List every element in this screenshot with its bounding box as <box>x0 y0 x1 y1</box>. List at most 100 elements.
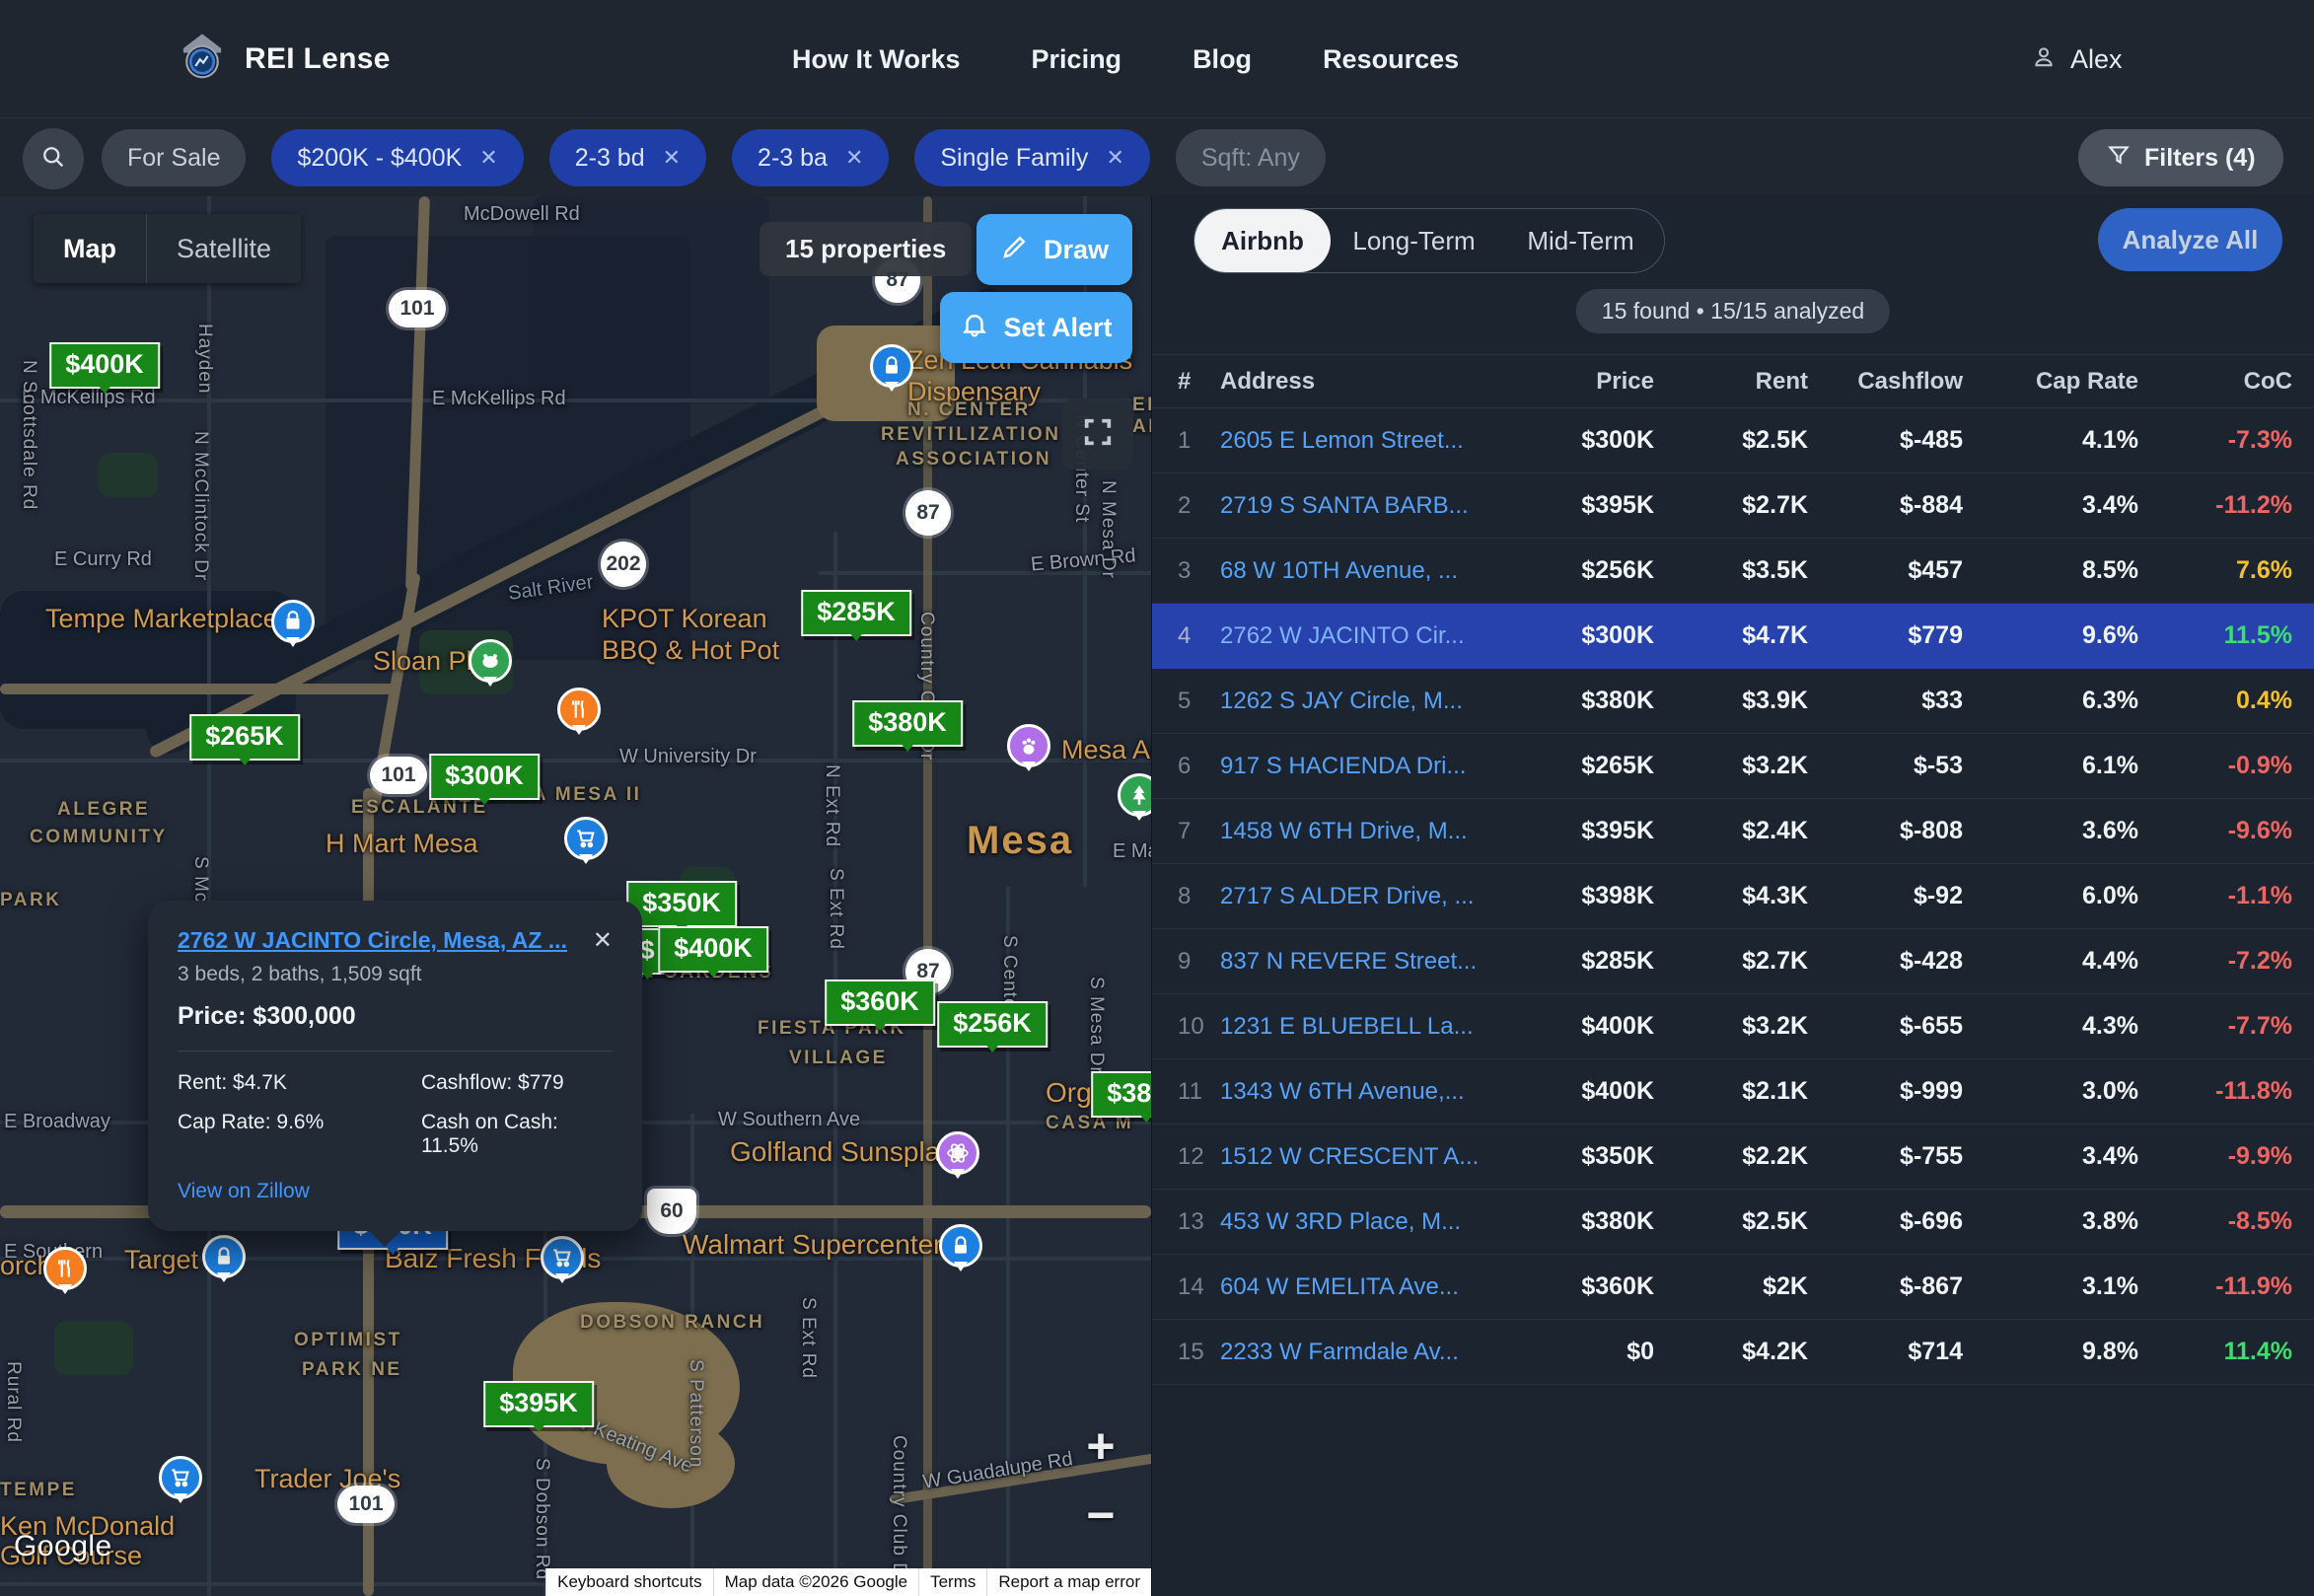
address-link[interactable]: 2605 E Lemon Street... <box>1220 426 1464 454</box>
table-row[interactable]: 1 2605 E Lemon Street... $300K $2.5K $-485 4.… <box>1152 408 2314 473</box>
lock-pin-icon[interactable] <box>939 1224 982 1268</box>
zoom-out-button[interactable]: − <box>1086 1487 1116 1543</box>
address-link[interactable]: 1512 W CRESCENT A... <box>1220 1142 1480 1170</box>
popup-address-link[interactable]: 2762 W JACINTO Circle, Mesa, AZ ... <box>178 927 567 953</box>
address-link[interactable]: 1262 S JAY Circle, M... <box>1220 687 1463 714</box>
address-link[interactable]: 1343 W 6TH Avenue,... <box>1220 1077 1465 1105</box>
filters-button[interactable]: Filters (4) <box>2078 129 2283 186</box>
piggy-bank-pin-icon[interactable] <box>469 639 512 683</box>
filter-chip-2-3-ba[interactable]: 2-3 ba ✕ <box>732 129 890 186</box>
table-row[interactable]: 8 2717 S ALDER Drive, ... $398K $4.3K $-92 6.… <box>1152 864 2314 929</box>
address-link[interactable]: 453 W 3RD Place, M... <box>1220 1207 1462 1235</box>
lock-pin-icon[interactable] <box>202 1235 246 1278</box>
nav-link-pricing[interactable]: Pricing <box>1031 43 1122 74</box>
address-link[interactable]: 837 N REVERE Street... <box>1220 947 1478 975</box>
shopping-cart-pin-icon[interactable] <box>564 817 608 860</box>
atom-pin-icon[interactable] <box>936 1131 979 1175</box>
price-marker[interactable]: $285K <box>801 590 911 636</box>
brand[interactable]: REI Lense <box>176 0 391 118</box>
satellite-view-button[interactable]: Satellite <box>146 214 301 283</box>
price-marker[interactable]: $256K <box>937 1001 1048 1048</box>
table-row[interactable]: 15 2233 W Farmdale Av... $0 $4.2K $714 9.8% 11… <box>1152 1320 2314 1385</box>
address-link[interactable]: 917 S HACIENDA Dri... <box>1220 752 1467 779</box>
table-row[interactable]: 7 1458 W 6TH Drive, M... $395K $2.4K $-808 3.… <box>1152 799 2314 864</box>
table-row[interactable]: 13 453 W 3RD Place, M... $380K $2.5K $-696 3.… <box>1152 1190 2314 1255</box>
cap-rate-cell: 6.1% <box>2082 752 2138 779</box>
filter-chip-2-3-bd[interactable]: 2-3 bd ✕ <box>548 129 707 186</box>
set-alert-button[interactable]: Set Alert <box>940 292 1132 363</box>
address-link[interactable]: 2719 S SANTA BARB... <box>1220 491 1469 519</box>
address-link[interactable]: 2233 W Farmdale Av... <box>1220 1338 1459 1365</box>
analyze-all-button[interactable]: Analyze All <box>2098 208 2282 271</box>
attribution-report-a-map-error[interactable]: Report a map error <box>986 1568 1151 1596</box>
tab-long-term[interactable]: Long-Term <box>1352 225 1476 255</box>
tree-pin-icon[interactable] <box>1118 773 1151 817</box>
map-poi-label: Ken McDonald <box>0 1511 176 1541</box>
shopping-cart-pin-icon[interactable] <box>541 1236 584 1279</box>
nav-link-how-it-works[interactable]: How It Works <box>792 43 961 74</box>
table-row[interactable]: 10 1231 E BLUEBELL La... $400K $3.2K $-655 4.… <box>1152 994 2314 1059</box>
map-poi-label: Target <box>124 1245 199 1274</box>
user-menu[interactable]: Alex <box>2030 0 2123 118</box>
price-marker[interactable]: $380K <box>1091 1071 1151 1118</box>
price-marker[interactable]: $300K <box>429 754 540 800</box>
property-popup: 2762 W JACINTO Circle, Mesa, AZ ... ✕ 3 … <box>148 901 642 1247</box>
map-road-label: E Broadway <box>4 1111 110 1132</box>
nav-link-resources[interactable]: Resources <box>1323 43 1460 74</box>
tab-airbnb[interactable]: Airbnb <box>1194 209 1331 272</box>
table-row[interactable]: 6 917 S HACIENDA Dri... $265K $3.2K $-53 6.1%… <box>1152 734 2314 799</box>
price-marker[interactable]: $265K <box>189 714 300 761</box>
table-row[interactable]: 3 68 W 10TH Avenue, ... $256K $3.5K $457 8.5%… <box>1152 539 2314 604</box>
table-row[interactable]: 5 1262 S JAY Circle, M... $380K $3.9K $33 6.3… <box>1152 669 2314 734</box>
filters-button-label: Filters (4) <box>2144 143 2256 172</box>
price-marker[interactable]: $395K <box>483 1381 594 1427</box>
route-shield-60: 60 <box>647 1189 696 1234</box>
view-on-zillow-link[interactable]: View on Zillow <box>178 1180 310 1202</box>
cashflow-cell: $-92 <box>1913 882 1963 909</box>
price-marker[interactable]: $350K <box>626 881 737 927</box>
lock-pin-icon[interactable] <box>870 344 913 388</box>
remove-chip-icon[interactable]: ✕ <box>479 145 498 170</box>
price-marker[interactable]: $400K <box>49 342 160 389</box>
remove-chip-icon[interactable]: ✕ <box>844 145 864 170</box>
tab-mid-term[interactable]: Mid-Term <box>1527 225 1634 255</box>
table-row[interactable]: 14 604 W EMELITA Ave... $360K $2K $-867 3.1% -… <box>1152 1255 2314 1320</box>
fullscreen-button[interactable] <box>1062 399 1133 470</box>
price-marker[interactable]: $360K <box>825 979 935 1026</box>
table-row[interactable]: 11 1343 W 6TH Avenue,... $400K $2.1K $-999 3.… <box>1152 1059 2314 1124</box>
draw-button[interactable]: Draw <box>976 214 1132 285</box>
address-link[interactable]: 68 W 10TH Avenue, ... <box>1220 556 1459 584</box>
shopping-bag-pin-icon[interactable] <box>271 600 315 643</box>
price-marker[interactable]: $400K <box>658 926 768 973</box>
address-link[interactable]: 604 W EMELITA Ave... <box>1220 1272 1459 1300</box>
table-row[interactable]: 4 2762 W JACINTO Cir... $300K $4.7K $779 9.6%… <box>1152 604 2314 669</box>
table-row[interactable]: 9 837 N REVERE Street... $285K $2.7K $-428 4.… <box>1152 929 2314 994</box>
paw-pin-icon[interactable] <box>1007 724 1050 767</box>
map-poi-label: Dispensary <box>907 377 1042 406</box>
filter-chip-single-family[interactable]: Single Family ✕ <box>914 129 1150 186</box>
nav-link-blog[interactable]: Blog <box>1193 43 1253 74</box>
price-marker[interactable]: $380K <box>852 700 963 747</box>
address-link[interactable]: 1458 W 6TH Drive, M... <box>1220 817 1468 844</box>
table-row[interactable]: 12 1512 W CRESCENT A... $350K $2.2K $-755 3.4… <box>1152 1124 2314 1190</box>
map[interactable]: Map Satellite 15 properties Draw Set Ale… <box>0 196 1151 1596</box>
table-row[interactable]: 2 2719 S SANTA BARB... $395K $2.7K $-884 3.4%… <box>1152 473 2314 539</box>
remove-chip-icon[interactable]: ✕ <box>1106 145 1124 170</box>
filter-chip-200k-400k[interactable]: $200K - $400K ✕ <box>271 129 524 186</box>
filter-chip-for-sale[interactable]: For Sale <box>102 129 247 186</box>
map-poi-label: BBQ & Hot Pot <box>602 635 780 665</box>
shopping-cart-pin-icon[interactable] <box>159 1456 202 1499</box>
attribution-terms[interactable]: Terms <box>918 1568 987 1596</box>
restaurant-pin-icon[interactable] <box>43 1247 87 1290</box>
zoom-in-button[interactable]: + <box>1086 1418 1116 1474</box>
search-button[interactable] <box>23 128 84 189</box>
map-view-button[interactable]: Map <box>63 233 116 263</box>
close-icon[interactable]: ✕ <box>592 927 613 954</box>
address-link[interactable]: 2762 W JACINTO Cir... <box>1220 621 1465 649</box>
remove-chip-icon[interactable]: ✕ <box>662 145 682 170</box>
filter-chip-sqft-any[interactable]: Sqft: Any <box>1175 129 1326 186</box>
address-link[interactable]: 2717 S ALDER Drive, ... <box>1220 882 1475 909</box>
attribution-keyboard-shortcuts[interactable]: Keyboard shortcuts <box>545 1568 713 1596</box>
address-link[interactable]: 1231 E BLUEBELL La... <box>1220 1012 1474 1040</box>
restaurant-pin-icon[interactable] <box>557 688 601 731</box>
